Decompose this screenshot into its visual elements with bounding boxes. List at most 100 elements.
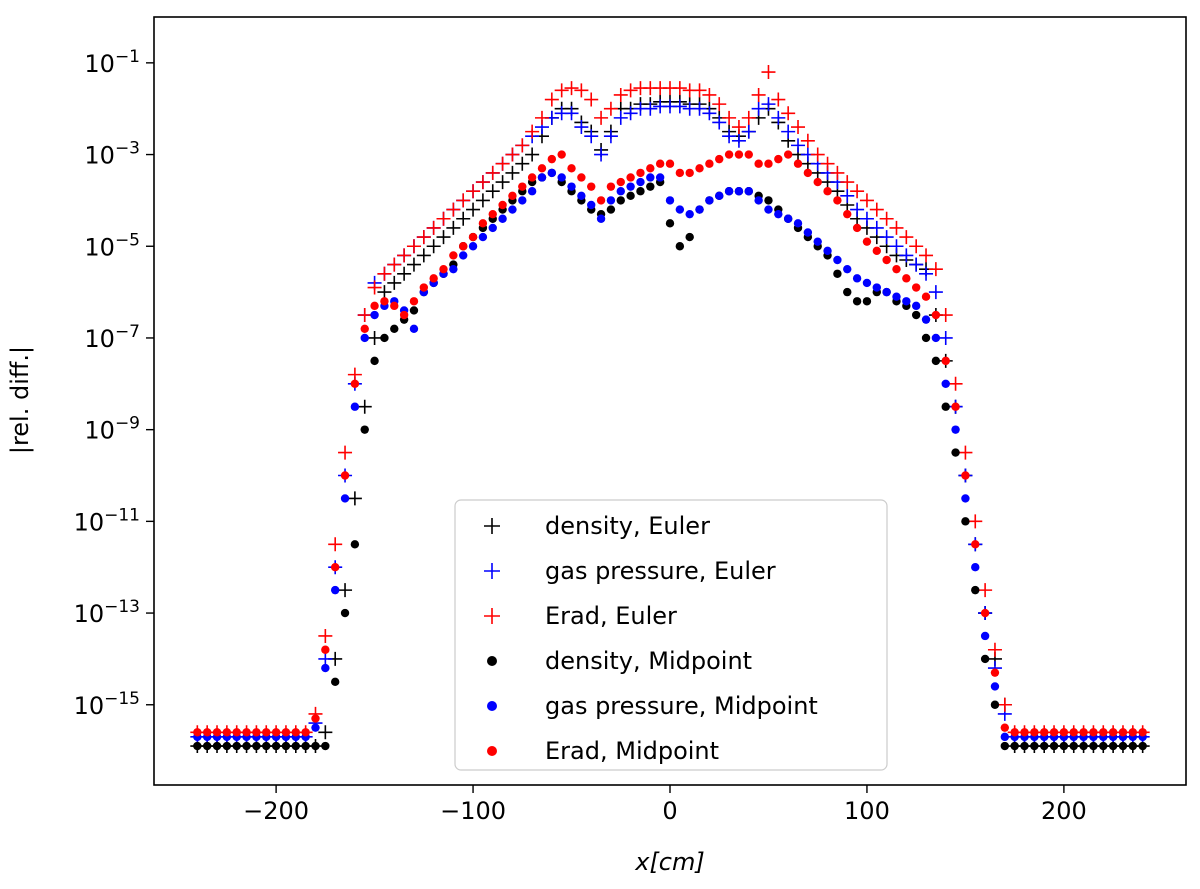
data-point-density-midpoint: [360, 425, 369, 434]
data-point-erad-midpoint: [1128, 728, 1138, 737]
data-point-density-euler: [446, 220, 461, 235]
data-point-erad-euler: [672, 81, 687, 96]
legend-marker-dot: [487, 701, 497, 711]
data-point-erad-euler: [554, 83, 569, 98]
data-point-erad-midpoint: [311, 714, 320, 723]
data-point-density-euler: [515, 156, 530, 171]
data-point-erad-midpoint: [380, 297, 389, 306]
legend-marker-plus: [484, 608, 500, 624]
data-point-density-midpoint: [1010, 741, 1019, 751]
legend-label: Erad, Euler: [545, 602, 677, 630]
data-point-erad-euler: [603, 101, 618, 116]
data-point-erad-midpoint: [557, 150, 566, 159]
data-point-gas-pressure-euler: [771, 110, 786, 125]
data-point-gas-pressure-euler: [761, 97, 776, 112]
data-point-gas-pressure-euler: [672, 99, 687, 114]
data-point-erad-euler: [810, 147, 825, 162]
data-point-erad-midpoint: [419, 283, 429, 292]
data-point-density-midpoint: [409, 306, 419, 315]
data-point-density-midpoint: [301, 741, 310, 751]
data-point-gas-pressure-midpoint: [931, 333, 941, 343]
data-point-gas-pressure-midpoint: [921, 315, 931, 324]
data-point-erad-midpoint: [370, 301, 379, 311]
data-point-gas-pressure-midpoint: [744, 187, 753, 196]
data-point-erad-midpoint: [1089, 728, 1098, 737]
data-point-erad-midpoint: [882, 255, 891, 265]
data-point-erad-euler: [515, 138, 530, 153]
data-point-erad-euler: [899, 230, 914, 245]
data-point-gas-pressure-euler: [584, 129, 599, 144]
data-point-gas-pressure-euler: [850, 202, 865, 217]
data-point-erad-midpoint: [616, 177, 625, 187]
data-point-gas-pressure-euler: [919, 266, 934, 281]
data-point-gas-pressure-midpoint: [862, 278, 872, 288]
legend: density, Euler gas pressure, Euler Erad, E…: [454, 499, 888, 771]
data-marks: [190, 65, 1150, 754]
data-point-erad-midpoint: [459, 242, 468, 251]
x-tick-label: 0: [662, 797, 677, 825]
data-point-density-midpoint: [1138, 741, 1147, 751]
data-point-gas-pressure-midpoint: [527, 187, 537, 196]
data-point-erad-midpoint: [468, 232, 478, 242]
data-point-erad-euler: [889, 220, 904, 235]
data-point-gas-pressure-euler: [781, 124, 796, 139]
data-point-erad-euler: [791, 120, 806, 135]
data-point-density-euler: [367, 330, 382, 345]
data-point-erad-midpoint: [429, 274, 438, 283]
data-point-erad-midpoint: [921, 292, 931, 301]
data-point-erad-midpoint: [1010, 728, 1019, 737]
data-point-density-euler: [475, 193, 490, 208]
data-point-erad-midpoint: [508, 191, 517, 201]
data-point-density-midpoint: [252, 741, 261, 751]
data-point-erad-midpoint: [1059, 728, 1069, 737]
data-point-gas-pressure-euler: [623, 106, 638, 121]
legend-label: gas pressure, Midpoint: [545, 692, 818, 720]
data-point-erad-midpoint: [961, 471, 970, 480]
data-point-erad-euler: [495, 156, 510, 171]
data-point-gas-pressure-euler: [702, 106, 717, 121]
data-point-erad-midpoint: [409, 297, 419, 306]
data-point-gas-pressure-midpoint: [370, 310, 379, 320]
data-point-erad-midpoint: [212, 728, 222, 737]
data-point-erad-midpoint: [301, 728, 310, 737]
data-point-gas-pressure-euler: [574, 120, 589, 135]
data-point-erad-midpoint: [724, 150, 734, 159]
data-point-gas-pressure-midpoint: [665, 196, 675, 205]
data-point-erad-euler: [859, 193, 874, 208]
data-point-gas-pressure-euler: [594, 147, 609, 162]
data-point-density-euler: [525, 147, 540, 162]
data-point-erad-midpoint: [340, 471, 350, 480]
data-point-erad-midpoint: [498, 200, 507, 210]
data-point-erad-euler: [613, 87, 628, 102]
data-point-gas-pressure-midpoint: [537, 173, 547, 182]
data-point-density-euler: [377, 285, 392, 300]
data-point-erad-euler: [456, 193, 471, 208]
data-point-gas-pressure-midpoint: [803, 228, 813, 237]
data-point-erad-midpoint: [1030, 728, 1039, 737]
data-point-gas-pressure-euler: [791, 138, 806, 153]
data-point-erad-midpoint: [439, 264, 448, 274]
data-point-density-midpoint: [951, 448, 960, 457]
data-point-erad-euler: [564, 81, 579, 96]
data-point-density-euler: [505, 165, 520, 180]
data-point-density-midpoint: [262, 741, 271, 751]
data-point-density-midpoint: [606, 205, 616, 214]
x-tick-label: 100: [844, 797, 890, 825]
data-point-density-euler: [485, 184, 500, 199]
data-point-erad-euler: [534, 110, 549, 125]
data-point-gas-pressure-midpoint: [557, 173, 566, 182]
data-point-density-midpoint: [961, 517, 970, 526]
legend-label: gas pressure, Euler: [545, 557, 776, 585]
data-point-erad-midpoint: [705, 159, 714, 168]
data-point-density-midpoint: [764, 196, 773, 205]
data-point-gas-pressure-midpoint: [488, 223, 497, 233]
data-point-erad-midpoint: [833, 196, 842, 205]
data-point-erad-midpoint: [330, 563, 340, 572]
data-point-gas-pressure-euler: [879, 230, 894, 245]
data-point-density-midpoint: [685, 232, 694, 242]
data-point-erad-euler: [692, 83, 707, 98]
data-point-density-euler: [347, 491, 362, 506]
data-point-erad-euler: [702, 87, 717, 102]
data-point-erad-midpoint: [793, 159, 803, 168]
legend-marker-plus: [484, 563, 500, 579]
